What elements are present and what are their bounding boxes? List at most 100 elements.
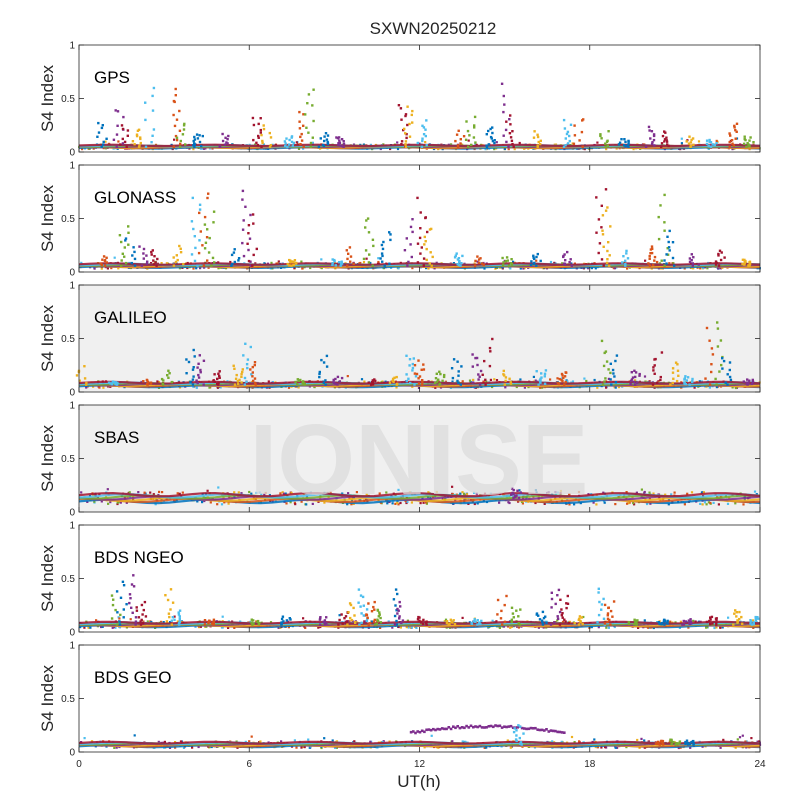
spike-point bbox=[677, 374, 680, 377]
baseline-point bbox=[560, 740, 563, 743]
spike-point bbox=[636, 381, 639, 385]
spike-point bbox=[140, 618, 143, 622]
spike-point bbox=[151, 109, 155, 112]
spike-point bbox=[166, 598, 170, 602]
spike-point bbox=[649, 137, 652, 140]
spike-point bbox=[422, 363, 425, 366]
spike-point bbox=[302, 124, 305, 127]
spike-point bbox=[375, 622, 379, 625]
spike-point bbox=[373, 608, 376, 611]
arc-point bbox=[492, 725, 495, 729]
baseline-point bbox=[468, 379, 472, 382]
spike-point bbox=[110, 382, 114, 385]
spike-point bbox=[503, 383, 506, 386]
baseline-point bbox=[509, 626, 512, 629]
panel-points bbox=[78, 574, 761, 630]
spike-point bbox=[631, 376, 635, 379]
baseline-point bbox=[549, 378, 552, 381]
spike-point bbox=[671, 381, 674, 385]
spike-point bbox=[627, 139, 630, 143]
spike-point bbox=[349, 616, 352, 620]
spike-point bbox=[597, 218, 601, 221]
spike-point bbox=[408, 122, 411, 126]
spike-point bbox=[121, 127, 125, 131]
arc-point bbox=[536, 728, 539, 731]
spike-point bbox=[509, 381, 512, 384]
spike-point bbox=[142, 252, 145, 255]
spike-point bbox=[324, 383, 327, 386]
spike-point bbox=[247, 224, 251, 227]
spike-point bbox=[503, 620, 507, 623]
spike-point bbox=[540, 376, 543, 379]
spike-point bbox=[710, 363, 713, 366]
spike-point bbox=[595, 196, 598, 199]
baseline-point bbox=[300, 260, 303, 263]
spike-point bbox=[254, 383, 257, 386]
spike-point bbox=[418, 619, 421, 622]
baseline-point bbox=[459, 492, 462, 495]
spike-point bbox=[290, 135, 294, 138]
spike-point bbox=[501, 623, 504, 626]
spike-point bbox=[690, 138, 693, 142]
panel-label: GLONASS bbox=[94, 188, 176, 207]
baseline-point bbox=[323, 501, 326, 504]
spike-point bbox=[130, 583, 134, 586]
spike-point bbox=[120, 264, 123, 267]
spike-point bbox=[502, 94, 505, 98]
spike-point bbox=[134, 616, 138, 619]
arc-point bbox=[467, 726, 471, 729]
spike-point bbox=[660, 259, 663, 262]
spike-point bbox=[438, 370, 441, 373]
spike-point bbox=[287, 143, 291, 146]
baseline-point bbox=[518, 489, 521, 492]
spike-point bbox=[650, 245, 654, 248]
spike-point bbox=[335, 136, 338, 139]
spike-point bbox=[660, 142, 664, 145]
spike-point bbox=[734, 129, 737, 132]
baseline-point bbox=[125, 501, 128, 504]
spike-point bbox=[754, 617, 757, 621]
spike-point bbox=[102, 255, 106, 258]
spike-point bbox=[651, 247, 654, 250]
spike-point bbox=[319, 616, 322, 619]
spike-point bbox=[422, 264, 425, 267]
spike-point bbox=[533, 257, 536, 261]
baseline-point bbox=[199, 625, 202, 628]
spike-point bbox=[545, 621, 548, 625]
spike-point bbox=[152, 86, 156, 90]
spike-point bbox=[600, 226, 603, 229]
spike-point bbox=[388, 381, 392, 385]
spike-point bbox=[665, 253, 668, 256]
spike-point bbox=[539, 142, 542, 146]
spike-point bbox=[635, 623, 638, 626]
spike-point bbox=[560, 372, 564, 376]
spike-point bbox=[607, 130, 610, 133]
spike-point bbox=[422, 368, 426, 371]
spike-point bbox=[560, 614, 563, 617]
baseline-point bbox=[570, 262, 573, 265]
spike-point bbox=[212, 221, 215, 224]
baseline-point bbox=[649, 502, 652, 505]
spike-point bbox=[601, 383, 605, 386]
spike-point bbox=[602, 264, 605, 267]
baseline-point bbox=[85, 386, 88, 389]
spike-point bbox=[337, 623, 340, 626]
spike-point bbox=[473, 264, 477, 267]
baseline-point bbox=[534, 489, 537, 492]
baseline-point bbox=[652, 492, 655, 495]
spike-point bbox=[302, 145, 305, 148]
baseline-point bbox=[686, 492, 689, 495]
baseline-point bbox=[161, 491, 164, 494]
spike-point bbox=[383, 264, 386, 267]
spike-point bbox=[716, 345, 720, 348]
spike-point bbox=[284, 145, 287, 148]
baseline-point bbox=[626, 267, 629, 270]
baseline-point bbox=[596, 746, 600, 749]
spike-point bbox=[660, 145, 663, 148]
spike-point bbox=[721, 367, 724, 370]
spike-point bbox=[169, 608, 172, 611]
baseline-point bbox=[668, 262, 671, 265]
spike-point bbox=[147, 381, 150, 384]
spike-point bbox=[288, 138, 291, 142]
